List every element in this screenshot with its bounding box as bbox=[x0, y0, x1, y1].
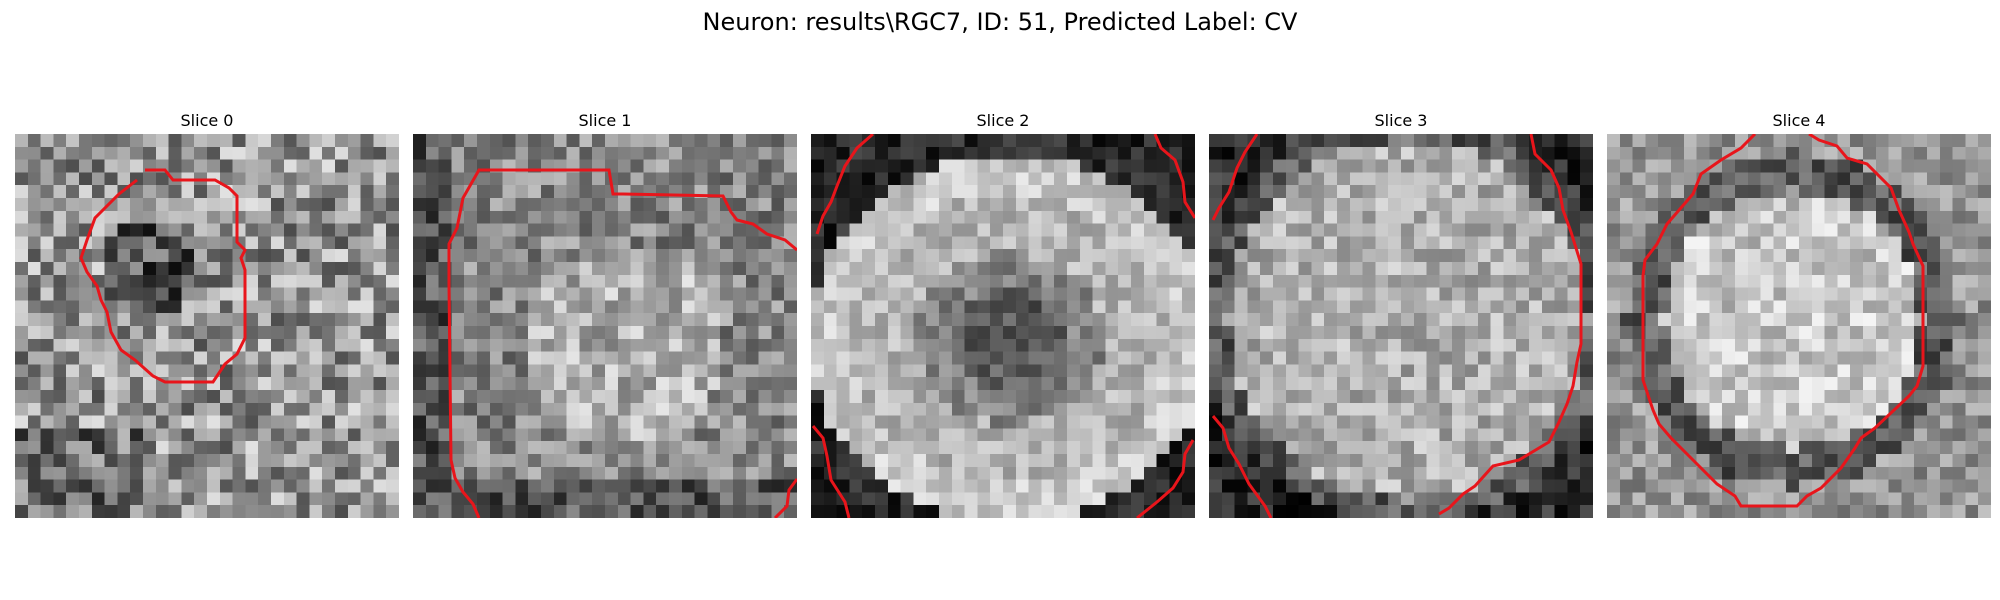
contour-line-4a bbox=[1641, 134, 1925, 508]
contour-line-3c bbox=[1211, 415, 1273, 518]
slice-panel-1: Slice 1 bbox=[413, 108, 797, 518]
slice-title-4: Slice 4 bbox=[1772, 111, 1826, 130]
contour-line-2c bbox=[811, 425, 851, 518]
contour-overlay-2 bbox=[811, 134, 1195, 518]
slice-panel-3: Slice 3 bbox=[1209, 108, 1593, 518]
contour-line-1 bbox=[447, 168, 797, 518]
contour-line-3a bbox=[1211, 134, 1259, 221]
slice-title-3: Slice 3 bbox=[1374, 111, 1428, 130]
slice-title-0: Slice 0 bbox=[180, 111, 234, 130]
slice-image-0 bbox=[15, 134, 399, 518]
contour-line-2a bbox=[815, 134, 874, 235]
figure-title: Neuron: results\RGC7, ID: 51, Predicted … bbox=[702, 8, 1298, 36]
contour-line-2d bbox=[1136, 439, 1195, 518]
slice-title-2: Slice 2 bbox=[976, 111, 1030, 130]
slice-panel-4: Slice 4 bbox=[1607, 108, 1991, 518]
contour-line-3b bbox=[1438, 134, 1583, 516]
slice-panel-2: Slice 2 bbox=[811, 108, 1195, 518]
contour-overlay-3 bbox=[1211, 134, 1583, 518]
contour-overlay-0 bbox=[79, 168, 247, 384]
contour-line-1b bbox=[773, 478, 797, 518]
slice-image-2 bbox=[811, 134, 1195, 518]
contour-overlay-1 bbox=[447, 168, 797, 518]
slice-title-1: Slice 1 bbox=[578, 111, 632, 130]
slice-panel-0: Slice 0 bbox=[15, 108, 399, 518]
contour-line-0 bbox=[79, 168, 247, 384]
contour-overlay-4 bbox=[1641, 134, 1925, 508]
slice-image-4 bbox=[1607, 134, 1991, 518]
slice-image-1 bbox=[413, 134, 797, 518]
contour-line-2b bbox=[1153, 134, 1195, 219]
